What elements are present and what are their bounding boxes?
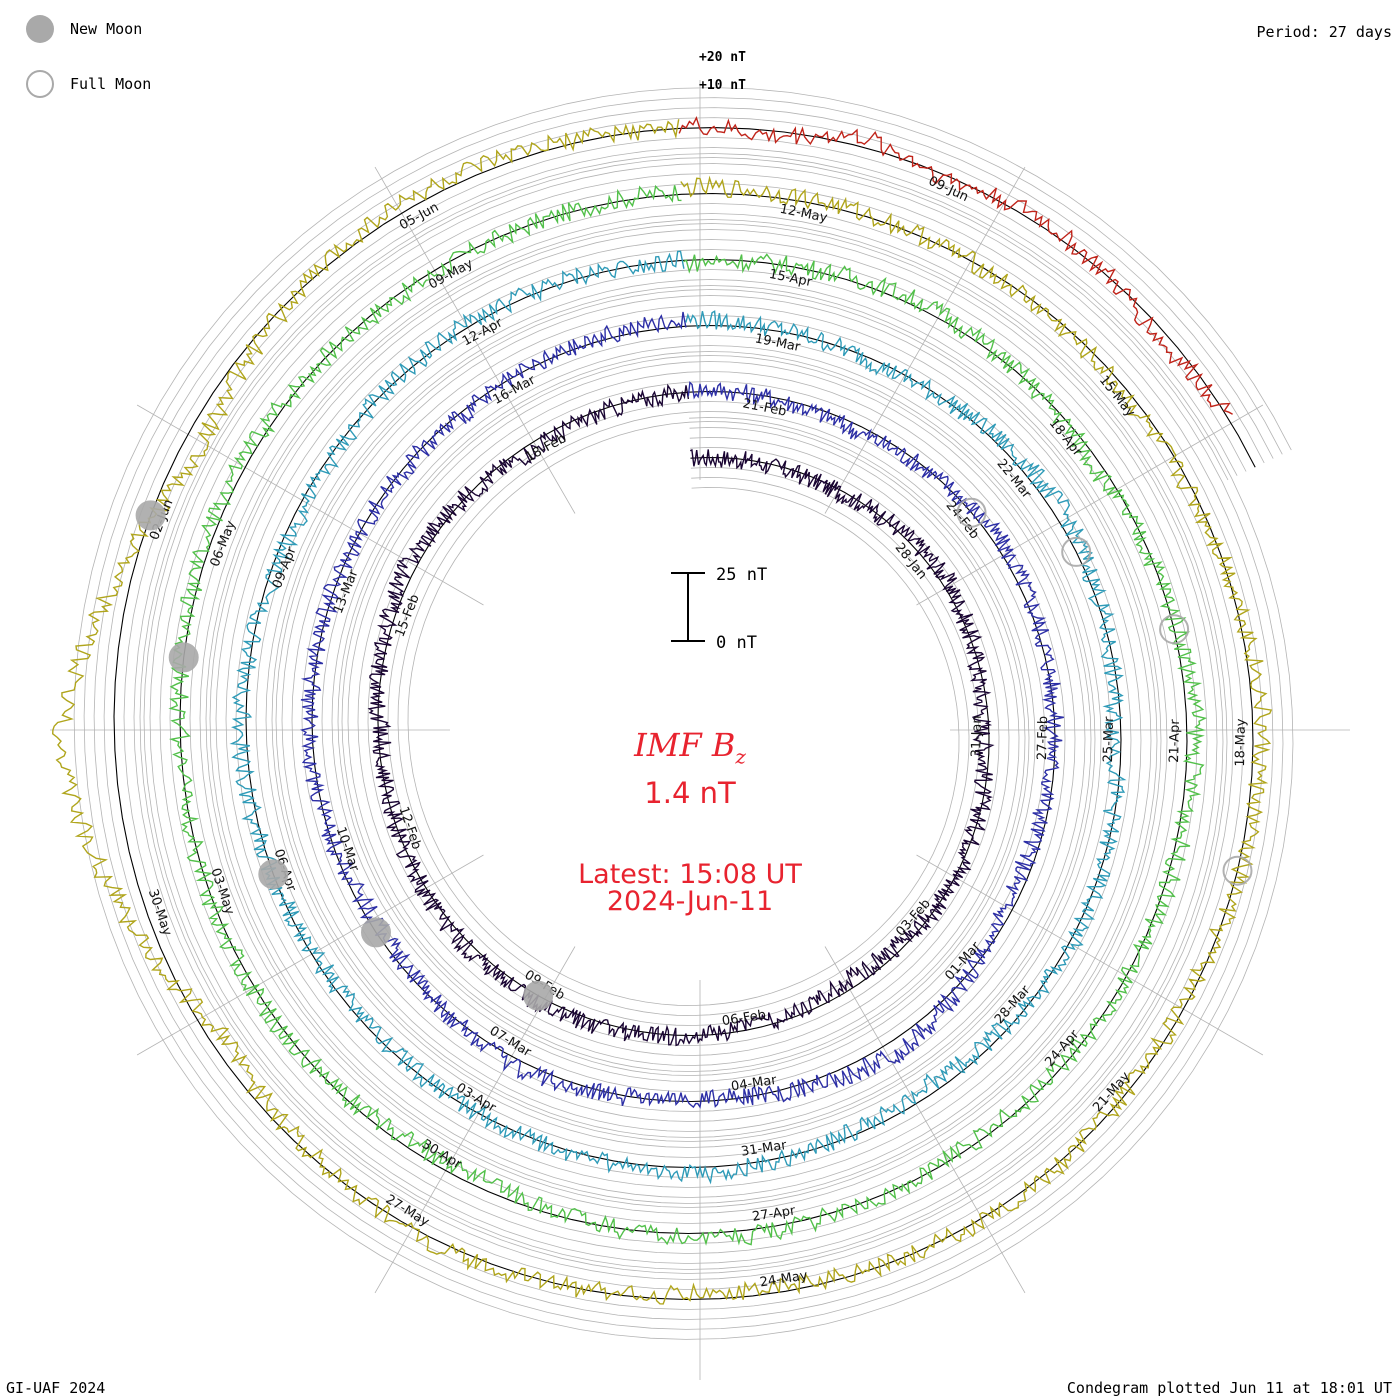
grid-spoke-12 [916,404,1264,606]
grid-ring-6 [83,97,1284,1330]
date-label: 27-Apr [751,1203,797,1224]
date-label: 30-May [145,887,175,938]
grid-ring-4 [103,117,1265,1310]
series-line-6 [678,115,1233,415]
new-moon-marker [523,980,554,1011]
scale-top-label: 25 nT [716,565,767,585]
grid-ring-7 [73,87,1294,1340]
series-line-4 [168,184,1208,1246]
date-label: 12-Feb [396,805,424,852]
legend-full-moon-label: Full Moon [70,75,152,93]
latest-date: 2024-Jun-11 [606,886,774,917]
current-value: 1.4 nT [644,776,736,810]
legend-new-moon-label: New Moon [70,20,143,38]
series-line-2 [299,311,1064,1109]
full-moon-marker [1159,614,1190,645]
grid-spoke-2 [916,854,1264,1056]
date-label: 06-Feb [721,1008,767,1030]
full-moon-marker [1061,536,1092,567]
series-line-3 [229,250,1127,1185]
grid-ring-2 [133,147,1238,1280]
date-label: 31-Mar [740,1138,788,1160]
date-label: 09-Jun [926,174,971,205]
date-label: 09-Apr [270,544,300,591]
date-label: 25-Mar [1101,716,1117,763]
full-moon-marker [956,497,987,528]
grid-spoke-11 [824,166,1026,514]
period-label: Period: 27 days [1256,23,1392,41]
date-label: 13-Mar [331,567,362,616]
series-line-1 [367,383,995,1047]
date-label: 21-Apr [1167,719,1183,763]
new-moon-marker [361,917,391,948]
legend-full-moon: Full Moon [26,69,151,99]
ring-scale-upper-label: +20 nT [699,50,746,65]
date-label: 15-Feb [393,592,423,639]
ring-scale-lower-label: +10 nT [699,78,746,93]
grid-ring-1 [143,157,1229,1270]
latest-time: Latest: 15:08 UT [578,859,802,890]
date-label: 10-Mar [333,825,362,874]
date-label: 27-Feb [1035,716,1051,761]
legend-new-moon: New Moon [26,14,142,44]
date-label: 03-May [207,866,237,917]
grid-spoke-3 [824,946,1026,1294]
date-label: 24-May [759,1268,809,1290]
date-label: 31-Jan [969,715,985,757]
grid-spoke-8 [136,404,484,606]
full-moon-marker [1222,855,1253,886]
new-moon-marker [135,500,166,531]
scale-bottom-label: 0 nT [716,633,757,653]
chart-title-subscript: z [735,744,746,769]
grid-ring-5 [93,107,1274,1320]
full-moon-icon [26,70,54,98]
date-label: 03-Apr [453,1081,498,1117]
chart-title-main: IMF B [634,726,736,764]
scale-bar: 25 nT 0 nT [671,565,767,653]
plotted-timestamp: Condegram plotted Jun 11 at 18:01 UT [1066,1379,1392,1397]
new-moon-marker [258,859,289,890]
new-moon-marker [168,642,199,673]
grid-ring-3 [123,137,1247,1290]
date-label: 04-Mar [730,1073,778,1095]
chart-title: IMF Bz [500,726,880,768]
grid-spoke-9 [374,166,576,514]
new-moon-icon [26,15,54,43]
series-line-5 [51,119,1273,1305]
credit-label: GI-UAF 2024 [6,1379,106,1397]
date-label: 18-May [1233,718,1249,767]
date-label: 28-Jan [892,540,930,582]
